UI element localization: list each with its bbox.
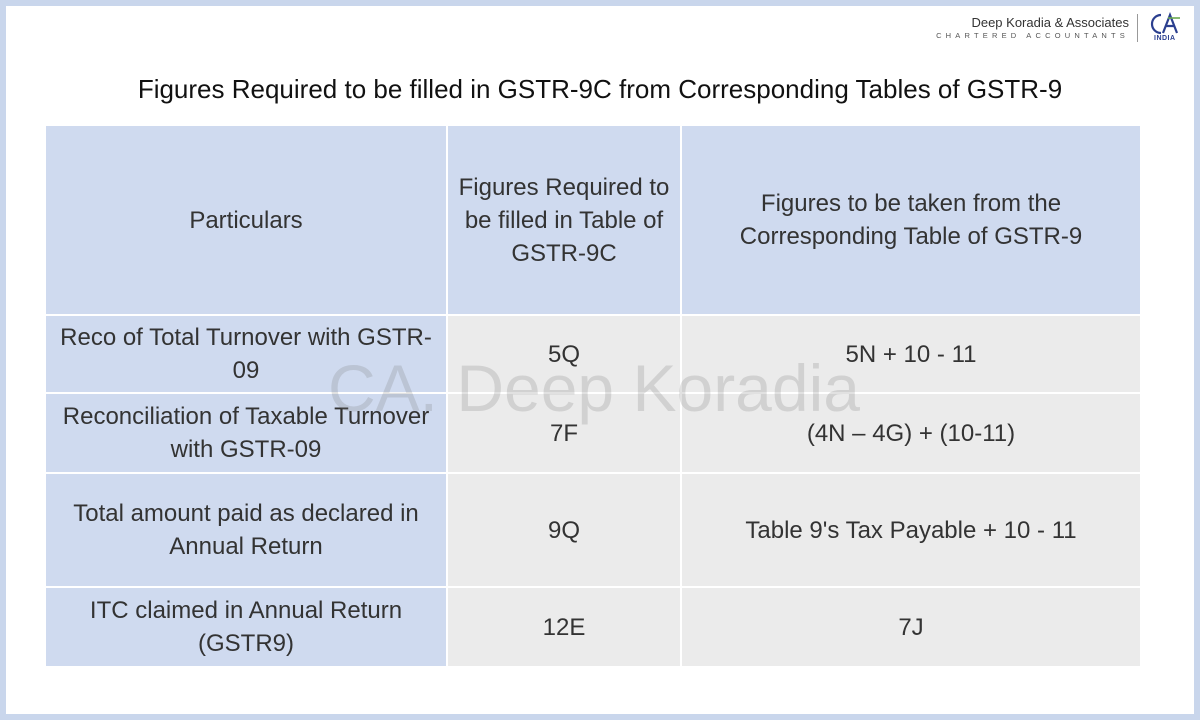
header-particulars: Particulars [44, 124, 448, 316]
firm-subtitle: CHARTERED ACCOUNTANTS [936, 31, 1129, 40]
cell-particulars: Reconciliation of Taxable Turnover with … [44, 392, 448, 474]
page-title: Figures Required to be filled in GSTR-9C… [137, 74, 1063, 104]
firm-branding: Deep Koradia & Associates CHARTERED ACCO… [936, 12, 1180, 44]
firm-text-block: Deep Koradia & Associates CHARTERED ACCO… [936, 15, 1129, 41]
gstr9c-mapping-table: Particulars Figures Required to be fille… [44, 124, 1142, 668]
cell-gstr9c-table: 5Q [446, 314, 682, 394]
cell-particulars: Reco of Total Turnover with GSTR-09 [44, 314, 448, 394]
cell-gstr9-table: 7J [680, 586, 1142, 668]
cell-gstr9-table: (4N – 4G) + (10-11) [680, 392, 1142, 474]
table-row: Reconciliation of Taxable Turnover with … [44, 392, 1142, 474]
cell-gstr9c-table: 12E [446, 586, 682, 668]
cell-gstr9-table: Table 9's Tax Payable + 10 - 11 [680, 472, 1142, 588]
table-row: ITC claimed in Annual Return (GSTR9) 12E… [44, 586, 1142, 668]
cell-gstr9c-table: 7F [446, 392, 682, 474]
slide: Deep Koradia & Associates CHARTERED ACCO… [6, 6, 1194, 714]
table-row: Total amount paid as declared in Annual … [44, 472, 1142, 588]
header-gstr9-table: Figures to be taken from the Correspondi… [680, 124, 1142, 316]
firm-name: Deep Koradia & Associates [971, 15, 1129, 30]
cell-particulars: ITC claimed in Annual Return (GSTR9) [44, 586, 448, 668]
header-gstr9c-table: Figures Required to be filled in Table o… [446, 124, 682, 316]
logo-country-label: INDIA [1154, 35, 1176, 42]
cell-particulars: Total amount paid as declared in Annual … [44, 472, 448, 588]
table-row: Reco of Total Turnover with GSTR-09 5Q 5… [44, 314, 1142, 394]
cell-gstr9c-table: 9Q [446, 472, 682, 588]
cell-gstr9-table: 5N + 10 - 11 [680, 314, 1142, 394]
ca-logo-icon [1150, 12, 1180, 35]
brand-divider [1137, 14, 1138, 42]
ca-india-logo: INDIA [1146, 12, 1180, 44]
table-header-row: Particulars Figures Required to be fille… [44, 124, 1142, 316]
